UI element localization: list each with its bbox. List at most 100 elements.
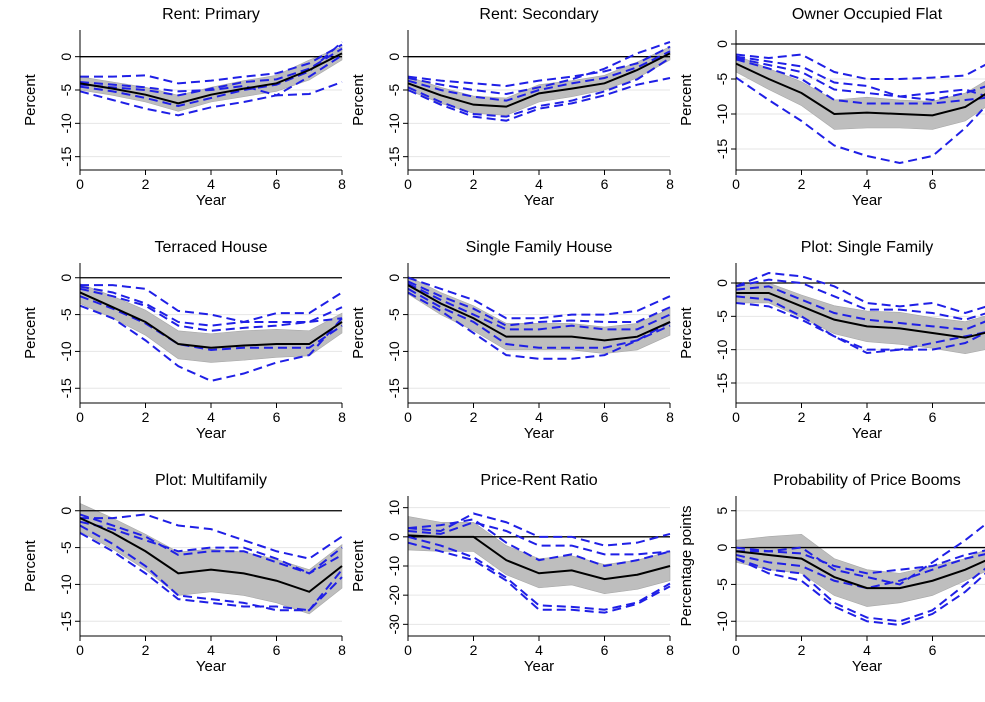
robustness-line-3 [735,295,985,355]
y-tick-label: 5 [714,507,730,515]
x-axis-label: Year [852,425,882,442]
chart-rent-primary: Rent: Primary 0 2 4 6 8 0 -5 -10 -15 Year Percent [22,6,346,209]
x-tick-label: 8 [338,409,346,425]
estimate-line [407,52,671,108]
y-tick-label: -30 [386,614,402,634]
robustness-line-5 [407,41,671,96]
estimate-line [736,292,985,339]
y-tick-label: 0 [714,279,730,287]
robustness-line-1 [407,512,671,547]
robustness-line-1 [80,284,343,323]
robustness-line-2 [79,285,343,327]
robustness-line-4 [79,47,343,97]
x-tick-label: 8 [338,176,346,192]
x-axis-label: Year [852,658,882,675]
x-tick-label: 0 [732,176,740,192]
x-tick-label: 2 [798,642,806,658]
x-tick-label: 0 [76,409,84,425]
chart-title: Probability of Price Booms [773,472,961,489]
chart-plot-multifamily: Plot: Multifamily 0 2 4 6 8 0 -5 -10 -15 Year Perce… [22,472,346,675]
x-tick-label: 8 [666,176,674,192]
x-tick-label: 0 [76,642,84,658]
y-tick-label: -5 [714,73,730,86]
y-tick-label: -10 [714,104,730,124]
robustness-line-5 [79,81,343,97]
y-tick-label: -10 [386,113,402,133]
robustness-line-3 [407,57,671,118]
robustness-line-4 [407,77,671,122]
robustness-line-2 [736,549,985,575]
x-tick-label: 4 [863,176,871,192]
chart-probability-of-price-booms: Probability of Price Booms0246850-5-10Ye… [678,472,985,675]
x-tick-label: 4 [535,176,543,192]
y-tick-label: -20 [386,585,402,605]
robustness-line-1 [735,53,985,80]
x-tick-label: 2 [798,176,806,192]
estimate-line [407,284,671,342]
x-tick-label: 4 [535,642,543,658]
x-tick-label: 2 [470,409,478,425]
x-tick-label: 2 [470,642,478,658]
y-tick-label: -15 [386,146,402,166]
robustness-line-3 [735,58,985,105]
x-tick-label: 0 [404,176,412,192]
y-tick-label: -15 [714,373,730,393]
y-tick-label: -10 [386,556,402,576]
y-axis-label: Percent [22,306,39,359]
y-tick-label: -15 [714,139,730,159]
x-axis-label: Year [524,192,554,209]
y-tick-label: -10 [58,113,74,133]
robustness-line-1 [80,43,343,85]
x-axis-label: Year [852,192,882,209]
robustness-line-2 [407,280,671,327]
y-tick-label: 0 [714,40,730,48]
chart-title: Owner Occupied Flat [792,6,943,23]
robustness-line-5 [735,302,985,351]
chart-single-family-house: Single Family House 0 2 4 6 8 0 -5 -10 -15 Year Per… [350,239,674,442]
y-tick-label: -10 [714,339,730,359]
robustness-line-2 [407,521,671,556]
robustness-line-5 [407,535,671,611]
y-axis-label: Percent [22,539,39,592]
x-tick-label: 0 [732,642,740,658]
robustness-line-3 [79,531,343,612]
y-tick-label: -5 [58,541,74,554]
chart-terraced-house: Terraced House 0 2 4 6 8 0 -5 -10 -15 Year Percent [22,239,346,442]
y-tick-label: 0 [386,53,402,61]
robustness-line-5 [79,520,343,575]
x-tick-label: 2 [142,176,150,192]
x-tick-label: 4 [535,409,543,425]
x-tick-label: 6 [601,642,609,658]
y-axis-label: Percentage points [678,506,695,627]
robustness-line-2 [79,513,343,575]
estimate-line [79,517,343,593]
x-axis-label: Year [196,192,226,209]
robustness-line-2 [735,57,985,102]
x-tick-label: 4 [207,642,215,658]
confidence-band [407,275,671,354]
estimate-line [735,550,985,590]
x-axis-label: Year [524,425,554,442]
y-tick-label: 0 [714,543,730,551]
chart-title: Rent: Primary [162,6,260,23]
y-tick-label: -15 [58,611,74,631]
x-tick-label: 0 [404,642,412,658]
robustness-line-5 [735,557,985,623]
y-axis-label: Percent [350,539,367,592]
y-tick-label: 0 [58,274,74,282]
confidence-band [79,502,343,615]
confidence-band [735,54,985,130]
x-tick-label: 6 [929,176,937,192]
x-tick-label: 4 [207,409,215,425]
x-tick-label: 6 [601,409,609,425]
chart-plot-single-family: Plot: Single Family024680-5-10-15YearPer… [678,239,985,442]
chart-price-rent-ratio: Price-Rent Ratio 0 2 4 6 8 10 0 -10 -20 -30 Year Per… [350,472,674,675]
robustness-line-4 [79,295,343,351]
y-tick-label: 0 [58,53,74,61]
y-tick-label: -10 [714,611,730,631]
robustness-line-4 [735,285,985,331]
robustness-line-3 [79,304,343,382]
y-tick-label: -5 [58,308,74,321]
robustness-line-1 [80,513,343,560]
